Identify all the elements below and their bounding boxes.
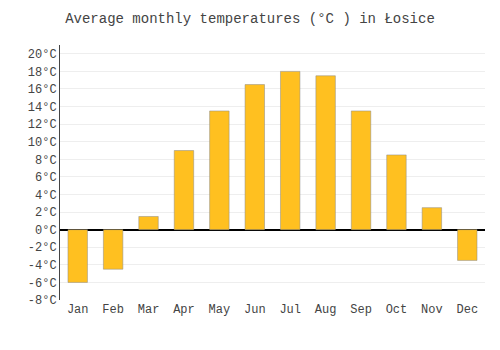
svg-text:Feb: Feb <box>102 303 124 317</box>
svg-text:12°C: 12°C <box>28 118 57 132</box>
svg-text:6°C: 6°C <box>35 171 57 185</box>
svg-text:Sep: Sep <box>350 303 372 317</box>
svg-text:Oct: Oct <box>386 303 408 317</box>
svg-text:Jun: Jun <box>244 303 266 317</box>
svg-text:Mar: Mar <box>138 303 160 317</box>
svg-text:Dec: Dec <box>456 303 478 317</box>
svg-text:8°C: 8°C <box>35 154 57 168</box>
svg-text:18°C: 18°C <box>28 66 57 80</box>
svg-text:-8°C: -8°C <box>28 294 57 308</box>
svg-text:14°C: 14°C <box>28 101 57 115</box>
svg-text:-6°C: -6°C <box>28 277 57 291</box>
svg-text:0°C: 0°C <box>35 224 57 238</box>
svg-text:-2°C: -2°C <box>28 241 57 255</box>
svg-text:4°C: 4°C <box>35 189 57 203</box>
svg-text:16°C: 16°C <box>28 83 57 97</box>
svg-text:-4°C: -4°C <box>28 259 57 273</box>
svg-text:May: May <box>209 303 231 317</box>
svg-text:10°C: 10°C <box>28 136 57 150</box>
svg-text:Nov: Nov <box>421 303 443 317</box>
svg-text:Aug: Aug <box>315 303 337 317</box>
svg-text:Average monthly temperatures (: Average monthly temperatures (°C ) in Ło… <box>65 11 435 27</box>
svg-text:Jan: Jan <box>67 303 89 317</box>
svg-text:Apr: Apr <box>173 303 195 317</box>
svg-text:2°C: 2°C <box>35 206 57 220</box>
svg-text:20°C: 20°C <box>28 48 57 62</box>
svg-text:Jul: Jul <box>279 303 301 317</box>
